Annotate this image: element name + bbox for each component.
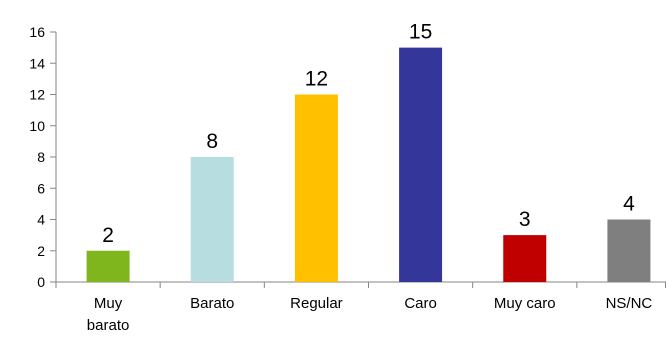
- x-category-label: Regular: [290, 295, 343, 312]
- data-label: 3: [519, 208, 531, 231]
- x-category-label-line: Regular: [290, 295, 343, 312]
- y-tick-label: 2: [37, 243, 45, 259]
- y-tick-label: 6: [37, 180, 45, 196]
- x-category-label: Muy barato: [87, 295, 130, 334]
- data-label: 4: [623, 193, 635, 216]
- bar-3: [399, 47, 443, 282]
- bar-2: [294, 94, 338, 282]
- x-category-label-line: barato: [87, 317, 130, 334]
- data-label: 15: [409, 21, 432, 44]
- x-category-label: NS/NC: [606, 295, 653, 312]
- y-tick-label: 4: [37, 212, 45, 228]
- data-label: 2: [102, 224, 114, 247]
- y-tick-label: 10: [29, 118, 45, 134]
- x-category-label-line: Muy caro: [494, 295, 556, 312]
- y-tick-label: 0: [37, 274, 45, 290]
- x-category-label-line: NS/NC: [606, 295, 653, 312]
- bar-0: [86, 250, 130, 282]
- data-label: 12: [305, 68, 328, 91]
- x-category-label: Barato: [190, 295, 234, 312]
- bar-4: [503, 235, 547, 282]
- y-tick-label: 12: [29, 87, 45, 103]
- x-category-label: Caro: [404, 295, 437, 312]
- x-category-label-line: Barato: [190, 295, 234, 312]
- y-tick-label: 8: [37, 149, 45, 165]
- x-category-label-line: Muy: [94, 295, 123, 312]
- bar-5: [607, 219, 651, 282]
- y-tick-label: 14: [29, 55, 45, 71]
- x-category-label: Muy caro: [494, 295, 556, 312]
- x-category-label-line: Caro: [404, 295, 437, 312]
- y-tick-label: 16: [29, 24, 45, 40]
- bar-1: [190, 157, 234, 282]
- data-label: 8: [206, 130, 218, 153]
